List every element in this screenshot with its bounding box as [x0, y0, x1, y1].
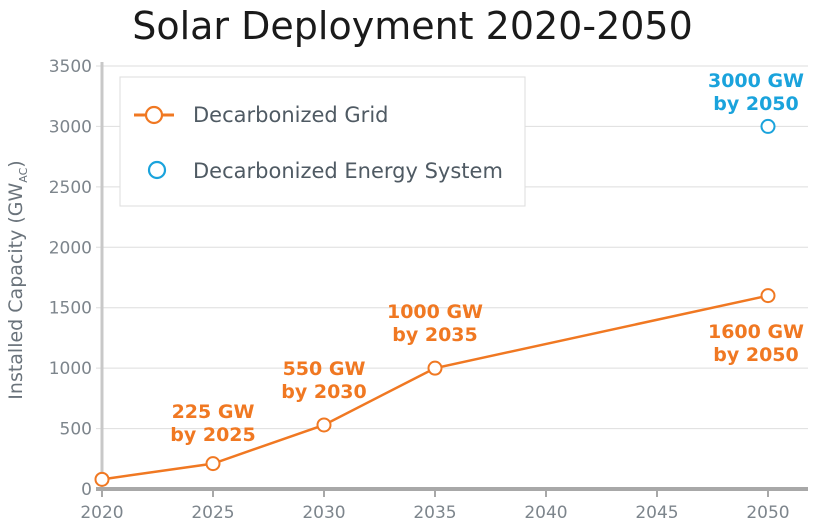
y-tick-label: 3000 [49, 117, 92, 137]
data-label: by 2025 [170, 424, 255, 446]
data-label: 3000 GW [708, 70, 804, 92]
x-tick-label: 2035 [413, 503, 456, 523]
y-axis-label: Installed Capacity (GWAC) [5, 160, 30, 399]
data-label: by 2030 [281, 381, 366, 403]
legend: Decarbonized Grid Decarbonized Energy Sy… [119, 76, 526, 207]
data-point [205, 456, 221, 472]
data-point [94, 471, 110, 487]
y-tick-label: 0 [81, 480, 92, 500]
chart-title: Solar Deployment 2020-2050 [132, 4, 693, 48]
data-label: 1000 GW [387, 301, 483, 323]
y-tick-label: 1000 [49, 359, 92, 379]
x-tick-label: 2020 [80, 503, 123, 523]
data-point [427, 360, 443, 376]
x-tick-label: 2045 [635, 503, 678, 523]
data-point [760, 288, 776, 304]
data-label: 550 GW [283, 358, 366, 380]
y-tick-label: 1500 [49, 299, 92, 319]
legend-marker-energy [147, 160, 167, 180]
x-tick-label: 2030 [302, 503, 345, 523]
legend-label-grid: Decarbonized Grid [193, 103, 388, 127]
data-label: 1600 GW [708, 321, 804, 343]
data-label: by 2050 [713, 93, 798, 115]
data-label: by 2035 [392, 324, 477, 346]
y-tick-label: 3500 [49, 57, 92, 77]
legend-label-energy: Decarbonized Energy System [193, 159, 503, 183]
legend-marker-grid [144, 105, 164, 125]
data-point [760, 118, 776, 134]
x-tick-label: 2050 [746, 503, 789, 523]
data-point [316, 417, 332, 433]
x-tick-label: 2025 [191, 503, 234, 523]
data-label: 225 GW [172, 401, 255, 423]
x-tick-label: 2040 [524, 503, 567, 523]
data-label: by 2050 [713, 344, 798, 366]
y-tick-label: 2500 [49, 178, 92, 198]
y-tick-label: 500 [60, 420, 92, 440]
y-tick-label: 2000 [49, 238, 92, 258]
